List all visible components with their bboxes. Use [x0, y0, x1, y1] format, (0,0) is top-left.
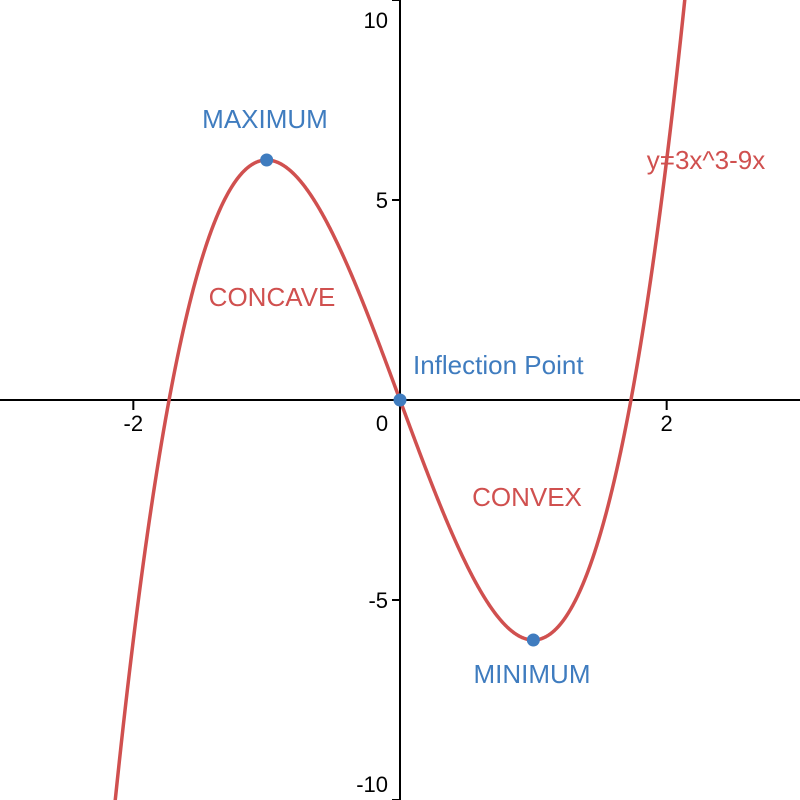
- x-tick-label: 2: [661, 411, 673, 436]
- inflection-point-point: [393, 393, 407, 407]
- y-tick-label: 5: [376, 188, 388, 213]
- points: [260, 153, 540, 647]
- x-tick-label: 0: [376, 411, 388, 436]
- minimum-point: [526, 633, 540, 647]
- x-tick-label: -2: [124, 411, 144, 436]
- ticks: -2 0 2 -10 -5 5 10: [124, 0, 673, 800]
- y-tick-label: -10: [356, 772, 388, 797]
- maximum-label: MAXIMUM: [202, 104, 328, 134]
- convex-label: CONVEX: [472, 482, 582, 512]
- y-tick-label: 10: [364, 8, 388, 33]
- concave-label: CONCAVE: [209, 282, 336, 312]
- annotations: MAXIMUM Inflection Point MINIMUM CONCAVE CON…: [202, 104, 765, 689]
- series-label: y=3x^3-9x: [647, 145, 765, 175]
- inflection-point-label: Inflection Point: [413, 350, 584, 380]
- maximum-point: [260, 153, 274, 167]
- y-tick-label: -5: [368, 588, 388, 613]
- minimum-label: MINIMUM: [474, 659, 591, 689]
